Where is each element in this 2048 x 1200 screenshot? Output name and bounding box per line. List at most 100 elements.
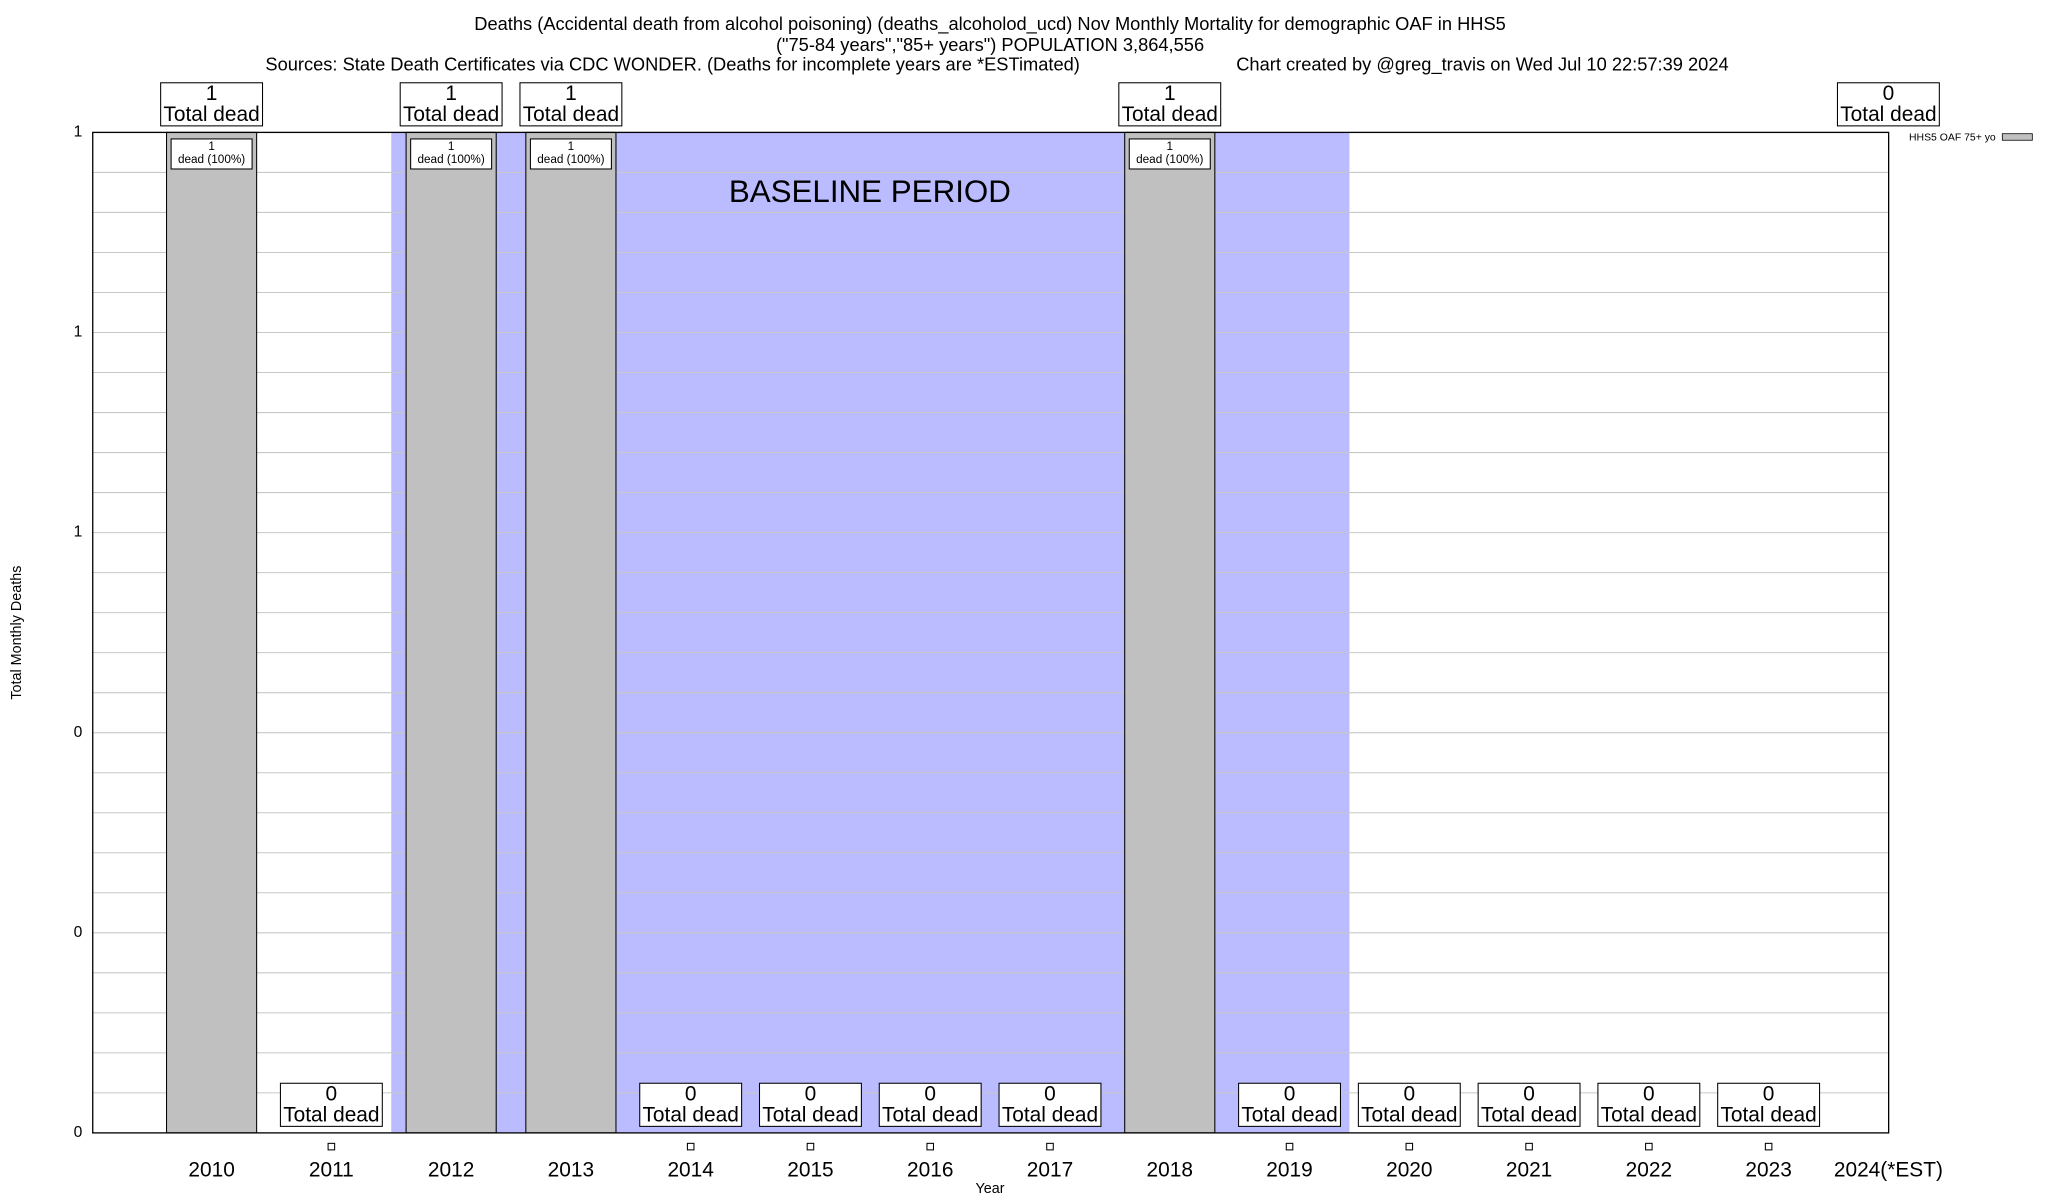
total-value-label: 1	[206, 82, 218, 105]
x-tick-label: 2011	[309, 1158, 354, 1181]
x-tick-label: 2017	[1027, 1158, 1073, 1181]
chart-source: Sources: State Death Certificates via CD…	[265, 54, 1079, 75]
y-tick-label: 1	[74, 524, 83, 541]
legend-swatch	[2001, 133, 2033, 141]
total-value-label: 0	[1883, 82, 1895, 105]
y-axis-label: Total Monthly Deaths	[9, 566, 25, 700]
total-label-box	[279, 1082, 383, 1127]
total-text-label: Total dead	[1241, 1103, 1337, 1126]
segment-label-box	[410, 138, 493, 170]
total-label-box	[399, 82, 503, 127]
total-label-box	[998, 1082, 1102, 1127]
x-tick-label: 2018	[1147, 1158, 1193, 1181]
total-label-box	[1477, 1082, 1581, 1127]
legend-label: HHS5 OAF 75+ yo	[1909, 132, 1996, 143]
total-text-label: Total dead	[882, 1103, 978, 1126]
x-tick-label: 2014	[667, 1158, 713, 1181]
x-tick-label: 2010	[188, 1158, 234, 1181]
total-value-label: 0	[1044, 1083, 1056, 1106]
segment-value-label: 1	[208, 140, 215, 153]
total-text-label: Total dead	[523, 103, 619, 126]
zero-marker	[1046, 1142, 1054, 1151]
total-label-box	[519, 82, 623, 127]
total-text-label: Total dead	[1481, 1103, 1577, 1126]
total-value-label: 0	[685, 1083, 697, 1106]
x-tick-label: 2012	[428, 1158, 474, 1181]
x-tick-label: 2016	[907, 1158, 953, 1181]
segment-value-label: 1	[568, 140, 575, 153]
zero-marker	[806, 1142, 815, 1151]
y-tick-label: 1	[74, 124, 83, 141]
segment-text-label: dead (100%)	[1136, 153, 1203, 166]
y-tick-label: 0	[74, 924, 83, 941]
total-label-box	[1717, 1082, 1821, 1127]
bar	[525, 131, 617, 1134]
total-value-label: 0	[924, 1083, 936, 1106]
segment-label-box	[529, 138, 612, 170]
chart-credit: Chart created by @greg_travis on Wed Jul…	[1236, 54, 1728, 76]
total-label-box	[1836, 82, 1940, 127]
total-label-box	[1238, 1082, 1341, 1127]
zero-marker	[327, 1142, 336, 1151]
total-text-label: Total dead	[1720, 1103, 1816, 1126]
total-text-label: Total dead	[1122, 103, 1218, 126]
total-text-label: Total dead	[643, 1103, 739, 1126]
segment-text-label: dead (100%)	[178, 153, 245, 166]
total-value-label: 0	[1763, 1083, 1775, 1106]
segment-label-box	[1128, 138, 1211, 170]
x-tick-label: 2015	[787, 1158, 833, 1181]
x-tick-label: 2020	[1386, 1158, 1432, 1181]
bar	[166, 131, 258, 1134]
x-axis-label: Year	[976, 1181, 1005, 1197]
y-tick-label: 0	[74, 1124, 83, 1141]
total-value-label: 1	[445, 82, 457, 105]
x-tick-label: 2019	[1266, 1158, 1312, 1181]
bar	[1124, 131, 1216, 1134]
total-label-box	[1597, 1082, 1701, 1127]
total-value-label: 0	[1284, 1083, 1296, 1106]
total-text-label: Total dead	[163, 103, 259, 126]
total-label-box	[758, 1082, 862, 1127]
total-value-label: 0	[805, 1083, 817, 1106]
y-tick-label: 1	[74, 324, 83, 341]
chart-subtitle: ("75-84 years","85+ years") POPULATION 3…	[776, 34, 1204, 55]
total-text-label: Total dead	[283, 1103, 379, 1126]
segment-text-label: dead (100%)	[537, 153, 604, 166]
segment-label-box	[170, 138, 253, 170]
zero-marker	[1525, 1142, 1533, 1151]
total-text-label: Total dead	[1601, 1103, 1697, 1126]
total-label-box	[160, 82, 264, 127]
total-value-label: 1	[1164, 82, 1176, 105]
x-tick-label: 2023	[1745, 1158, 1791, 1181]
segment-value-label: 1	[1166, 140, 1173, 153]
x-tick-label: 2024(*EST)	[1834, 1158, 1943, 1181]
bar	[405, 131, 497, 1134]
total-text-label: Total dead	[403, 103, 499, 126]
chart-title: Deaths (Accidental death from alcohol po…	[474, 13, 1506, 35]
total-text-label: Total dead	[1002, 1103, 1098, 1126]
zero-marker	[1285, 1142, 1294, 1151]
zero-marker	[1764, 1142, 1773, 1151]
total-value-label: 0	[1403, 1083, 1415, 1106]
total-text-label: Total dead	[762, 1103, 858, 1126]
total-label-box	[878, 1082, 982, 1127]
zero-marker	[926, 1142, 935, 1151]
total-value-label: 0	[1523, 1083, 1535, 1106]
y-tick-label: 0	[74, 724, 83, 741]
zero-marker	[1645, 1142, 1653, 1151]
total-label-box	[639, 1082, 743, 1127]
baseline-label: BASELINE PERIOD	[729, 174, 1011, 209]
total-text-label: Total dead	[1361, 1103, 1457, 1126]
total-value-label: 1	[565, 82, 577, 105]
segment-text-label: dead (100%)	[417, 153, 484, 166]
total-value-label: 0	[326, 1083, 338, 1106]
x-tick-label: 2022	[1626, 1158, 1672, 1181]
total-text-label: Total dead	[1840, 103, 1936, 126]
plot-frame	[92, 131, 1890, 1134]
zero-marker	[1405, 1142, 1414, 1151]
total-value-label: 0	[1643, 1083, 1655, 1106]
x-tick-label: 2013	[548, 1158, 594, 1181]
segment-value-label: 1	[448, 140, 455, 153]
zero-marker	[686, 1142, 695, 1151]
total-label-box	[1357, 1082, 1461, 1127]
